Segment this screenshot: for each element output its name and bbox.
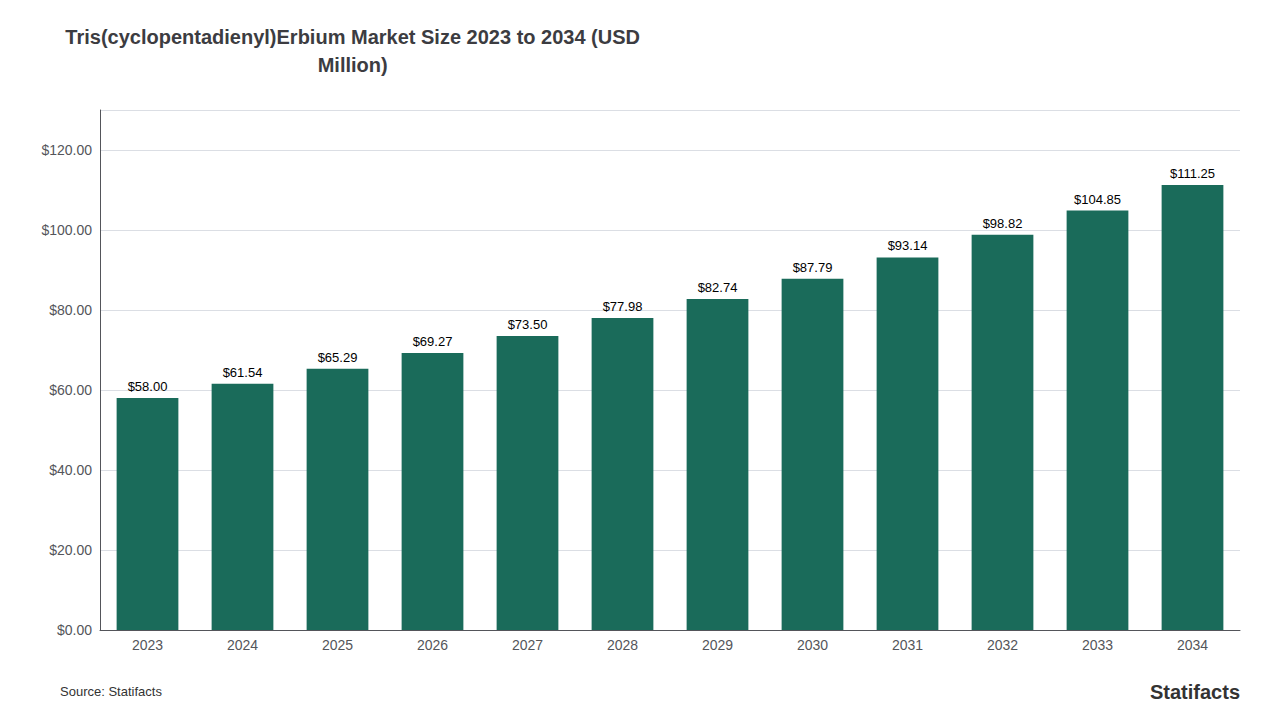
- svg-text:$69.27: $69.27: [413, 334, 453, 349]
- svg-text:$82.74: $82.74: [698, 280, 738, 295]
- svg-text:Source: Statifacts: Source: Statifacts: [60, 684, 162, 699]
- svg-text:2029: 2029: [702, 637, 733, 653]
- svg-text:2025: 2025: [322, 637, 353, 653]
- svg-text:Tris(cyclopentadienyl)Erbium M: Tris(cyclopentadienyl)Erbium Market Size…: [65, 26, 640, 48]
- svg-text:2027: 2027: [512, 637, 543, 653]
- svg-text:$87.79: $87.79: [793, 260, 833, 275]
- svg-text:2033: 2033: [1082, 637, 1113, 653]
- svg-text:2026: 2026: [417, 637, 448, 653]
- svg-text:$60.00: $60.00: [49, 382, 92, 398]
- svg-text:$120.00: $120.00: [41, 142, 92, 158]
- svg-text:$77.98: $77.98: [603, 299, 643, 314]
- svg-text:$0.00: $0.00: [57, 622, 92, 638]
- svg-text:$98.82: $98.82: [983, 216, 1023, 231]
- svg-text:$100.00: $100.00: [41, 222, 92, 238]
- svg-text:2030: 2030: [797, 637, 828, 653]
- svg-text:$111.25: $111.25: [1170, 166, 1215, 181]
- svg-text:2028: 2028: [607, 637, 638, 653]
- svg-text:$40.00: $40.00: [49, 462, 92, 478]
- svg-text:$58.00: $58.00: [128, 379, 168, 394]
- svg-text:Statifacts: Statifacts: [1150, 681, 1240, 703]
- svg-text:Million): Million): [318, 54, 388, 76]
- svg-text:$80.00: $80.00: [49, 302, 92, 318]
- svg-text:$20.00: $20.00: [49, 542, 92, 558]
- svg-text:$104.85: $104.85: [1074, 192, 1121, 207]
- svg-text:$65.29: $65.29: [318, 350, 358, 365]
- svg-text:$93.14: $93.14: [888, 238, 928, 253]
- svg-text:$61.54: $61.54: [223, 365, 263, 380]
- svg-text:2023: 2023: [132, 637, 163, 653]
- svg-text:2034: 2034: [1177, 637, 1208, 653]
- svg-text:2031: 2031: [892, 637, 923, 653]
- svg-text:2024: 2024: [227, 637, 258, 653]
- svg-text:2032: 2032: [987, 637, 1018, 653]
- svg-text:$73.50: $73.50: [508, 317, 548, 332]
